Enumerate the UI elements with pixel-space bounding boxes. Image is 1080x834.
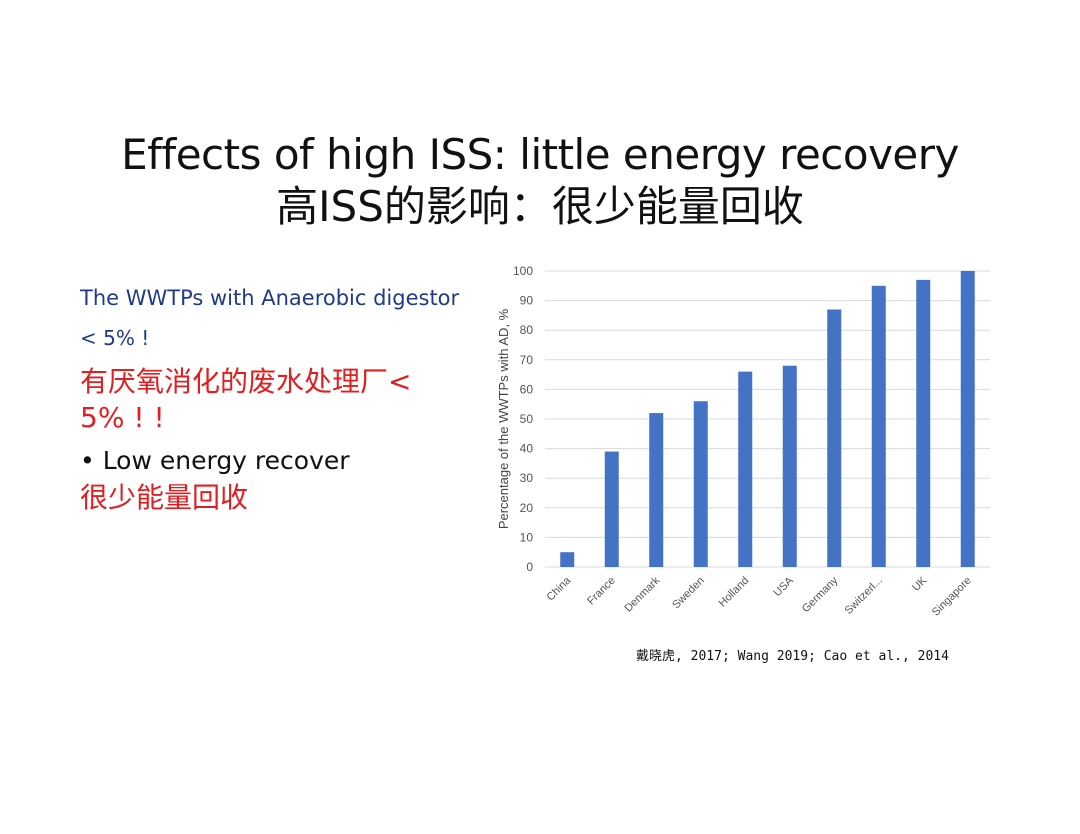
x-tick-label: France — [585, 575, 618, 608]
y-tick-label: 20 — [520, 501, 534, 515]
chart-bars — [560, 271, 975, 567]
x-tick-label: Germany — [800, 574, 841, 615]
y-tick-label: 60 — [520, 382, 534, 396]
y-tick-label: 80 — [520, 323, 534, 337]
y-tick-label: 100 — [513, 264, 533, 278]
x-tick-label: Sweden — [670, 575, 707, 612]
y-tick-label: 0 — [526, 560, 533, 574]
x-tick-label: Singapore — [930, 575, 974, 619]
slide-title-zh: 高ISS的影响：很少能量回收 — [276, 182, 804, 231]
y-tick-label: 50 — [520, 412, 534, 426]
y-axis-ticks: 0 10 20 30 40 50 60 70 80 90 100 — [513, 264, 533, 574]
bar-chart: 0 10 20 30 40 50 60 70 80 90 100 China France Denmar… — [496, 264, 990, 619]
x-tick-label: China — [545, 574, 574, 603]
percentage-text: < 5% ! — [80, 326, 150, 350]
bar-holland — [738, 371, 753, 567]
bar-denmark — [649, 413, 664, 567]
anaerobic-digestor-text-zh: 有厌氧消化的废水处理厂< — [80, 365, 412, 398]
bar-switzerl — [871, 285, 886, 567]
chart-grid — [545, 270, 990, 568]
slide-title-en: Effects of high ISS: little energy recov… — [121, 130, 959, 179]
y-tick-label: 90 — [520, 294, 534, 308]
x-tick-label: Denmark — [622, 574, 662, 614]
anaerobic-digestor-text: The WWTPs with Anaerobic digestor — [80, 286, 460, 310]
x-tick-label: UK — [910, 574, 930, 594]
low-energy-bullet: • Low energy recover — [80, 446, 350, 475]
low-energy-text-zh: 很少能量回收 — [80, 481, 249, 514]
x-axis-labels: China France Denmark Sweden Holland USA German… — [545, 574, 974, 619]
x-tick-label: Switzerl... — [843, 575, 885, 617]
bar-germany — [827, 309, 842, 567]
bar-france — [604, 451, 619, 567]
bar-usa — [782, 365, 797, 567]
bar-singapore — [960, 271, 975, 567]
bar-sweden — [693, 401, 708, 567]
bar-china — [560, 552, 575, 567]
y-tick-label: 70 — [520, 353, 534, 367]
x-tick-label: USA — [771, 574, 796, 599]
bar-uk — [916, 279, 931, 567]
percentage-text-zh: 5% ! ! — [80, 401, 165, 434]
citation: 戴晓虎, 2017; Wang 2019; Cao et al., 2014 — [636, 649, 949, 664]
y-tick-label: 30 — [520, 471, 534, 485]
y-tick-label: 10 — [520, 530, 534, 544]
x-tick-label: Holland — [717, 575, 752, 610]
y-axis-label: Percentage of the WWTPs with AD, % — [496, 308, 511, 529]
y-tick-label: 40 — [520, 442, 534, 456]
